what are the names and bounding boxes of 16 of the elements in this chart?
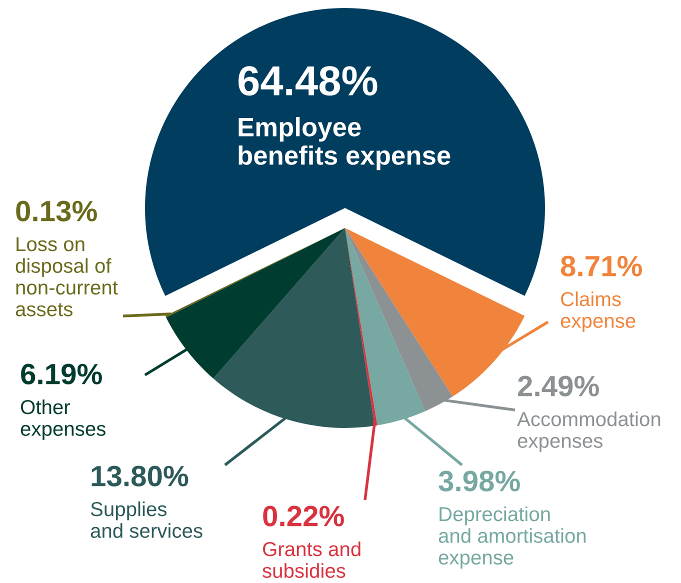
data-label: 0.13% <box>16 200 97 222</box>
slice-label: Grants and subsidies <box>262 541 360 578</box>
data-label: 8.71% <box>560 256 642 276</box>
slice-label: Employee benefits expense <box>238 117 450 170</box>
data-label: 2.49% <box>518 376 599 396</box>
slice-label: Depreciation and amortisation expense <box>438 506 586 569</box>
data-label: 3.98% <box>438 470 520 492</box>
slice-label: Loss on disposal of non-current assets <box>16 237 118 316</box>
slice-label: Supplies and services <box>90 501 202 538</box>
data-label: 13.80% <box>92 466 188 486</box>
data-label: 0.22% <box>263 506 344 526</box>
data-label: 64.48% <box>238 66 378 96</box>
slice-label: Accommodation expenses <box>517 411 660 452</box>
slice-label: Claims expense <box>560 291 636 332</box>
slice-label: Other expenses <box>20 399 106 440</box>
data-label: 6.19% <box>21 364 102 384</box>
